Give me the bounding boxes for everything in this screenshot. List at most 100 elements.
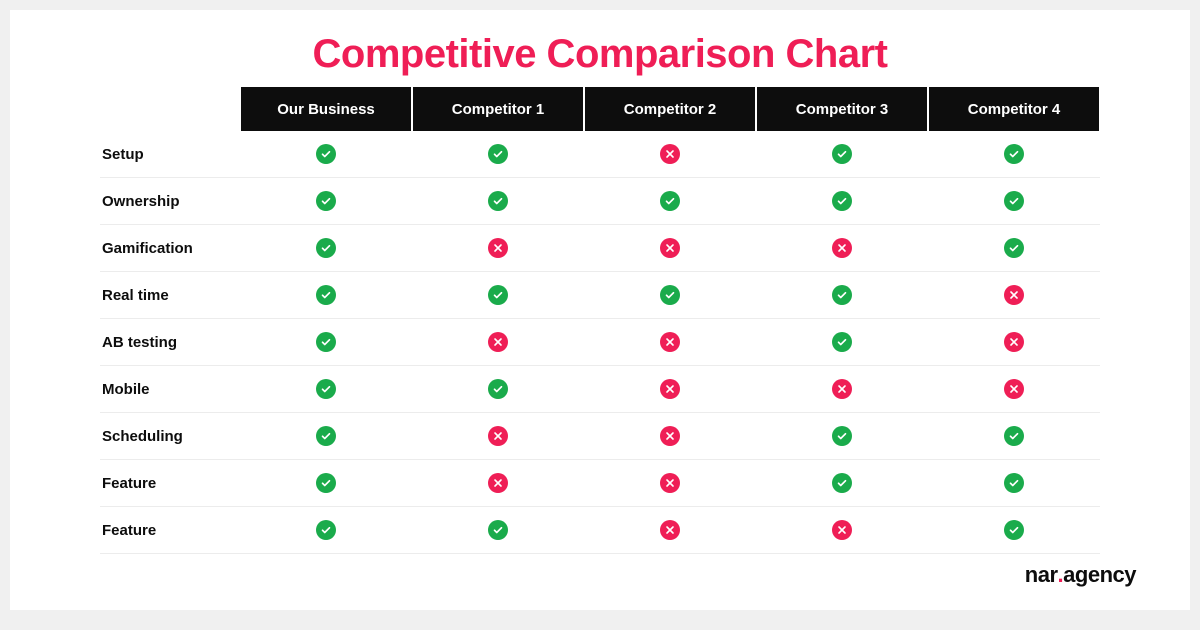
row-label: Ownership	[100, 178, 240, 225]
table-cell	[412, 319, 584, 366]
row-label: Feature	[100, 507, 240, 554]
table-cell	[756, 319, 928, 366]
check-icon	[488, 144, 508, 164]
check-icon	[1004, 238, 1024, 258]
x-icon	[832, 238, 852, 258]
x-icon	[488, 332, 508, 352]
table-cell	[928, 225, 1100, 272]
col-head-competitor-3: Competitor 3	[756, 87, 928, 131]
col-head-competitor-1: Competitor 1	[412, 87, 584, 131]
table-cell	[584, 460, 756, 507]
table-cell	[412, 413, 584, 460]
x-icon	[488, 473, 508, 493]
table-cell	[240, 460, 412, 507]
check-icon	[832, 426, 852, 446]
table-cell	[756, 178, 928, 225]
table-row: Ownership	[100, 178, 1100, 225]
table-cell	[412, 507, 584, 554]
table-header-row: Our Business Competitor 1 Competitor 2 C…	[100, 87, 1100, 131]
table-cell	[756, 507, 928, 554]
table-cell	[240, 319, 412, 366]
check-icon	[316, 426, 336, 446]
x-icon	[660, 238, 680, 258]
check-icon	[1004, 520, 1024, 540]
table-cell	[928, 413, 1100, 460]
table-row: Real time	[100, 272, 1100, 319]
table-cell	[412, 225, 584, 272]
comparison-table-wrap: Our Business Competitor 1 Competitor 2 C…	[100, 87, 1100, 554]
table-cell	[584, 366, 756, 413]
table-row: Scheduling	[100, 413, 1100, 460]
comparison-table: Our Business Competitor 1 Competitor 2 C…	[100, 87, 1101, 554]
check-icon	[660, 191, 680, 211]
brand-right: agency	[1063, 562, 1136, 587]
table-row: Feature	[100, 460, 1100, 507]
chart-title: Competitive Comparison Chart	[10, 10, 1190, 87]
brand-left: nar	[1025, 562, 1058, 587]
table-cell	[928, 507, 1100, 554]
table-cell	[928, 272, 1100, 319]
check-icon	[1004, 144, 1024, 164]
x-icon	[832, 379, 852, 399]
table-cell	[584, 225, 756, 272]
check-icon	[1004, 426, 1024, 446]
check-icon	[316, 379, 336, 399]
table-cell	[240, 225, 412, 272]
x-icon	[660, 332, 680, 352]
check-icon	[488, 379, 508, 399]
chart-canvas: Competitive Comparison Chart Our Busines…	[10, 10, 1190, 610]
table-cell	[584, 178, 756, 225]
row-label: Real time	[100, 272, 240, 319]
check-icon	[832, 473, 852, 493]
table-row: Mobile	[100, 366, 1100, 413]
check-icon	[316, 238, 336, 258]
table-cell	[756, 131, 928, 178]
col-head-competitor-2: Competitor 2	[584, 87, 756, 131]
x-icon	[660, 379, 680, 399]
check-icon	[316, 520, 336, 540]
x-icon	[1004, 285, 1024, 305]
brand-logo: nar.agency	[1025, 562, 1136, 588]
table-row: Feature	[100, 507, 1100, 554]
table-cell	[756, 366, 928, 413]
x-icon	[1004, 332, 1024, 352]
table-row: Gamification	[100, 225, 1100, 272]
x-icon	[660, 520, 680, 540]
table-cell	[412, 460, 584, 507]
row-label: AB testing	[100, 319, 240, 366]
check-icon	[1004, 473, 1024, 493]
table-row: AB testing	[100, 319, 1100, 366]
table-cell	[412, 131, 584, 178]
check-icon	[832, 285, 852, 305]
table-cell	[240, 272, 412, 319]
check-icon	[832, 144, 852, 164]
check-icon	[316, 473, 336, 493]
x-icon	[660, 144, 680, 164]
check-icon	[316, 191, 336, 211]
table-cell	[928, 131, 1100, 178]
table-cell	[584, 131, 756, 178]
check-icon	[1004, 191, 1024, 211]
table-cell	[240, 366, 412, 413]
x-icon	[660, 473, 680, 493]
table-cell	[240, 507, 412, 554]
row-label: Scheduling	[100, 413, 240, 460]
table-cell	[240, 178, 412, 225]
table-cell	[756, 272, 928, 319]
table-cell	[412, 366, 584, 413]
table-cell	[584, 507, 756, 554]
check-icon	[660, 285, 680, 305]
row-label: Feature	[100, 460, 240, 507]
table-cell	[928, 460, 1100, 507]
col-head-our-business: Our Business	[240, 87, 412, 131]
check-icon	[316, 332, 336, 352]
table-cell	[928, 178, 1100, 225]
row-label: Setup	[100, 131, 240, 178]
x-icon	[488, 238, 508, 258]
table-cell	[756, 413, 928, 460]
check-icon	[832, 191, 852, 211]
table-cell	[412, 272, 584, 319]
x-icon	[1004, 379, 1024, 399]
x-icon	[488, 426, 508, 446]
check-icon	[488, 285, 508, 305]
